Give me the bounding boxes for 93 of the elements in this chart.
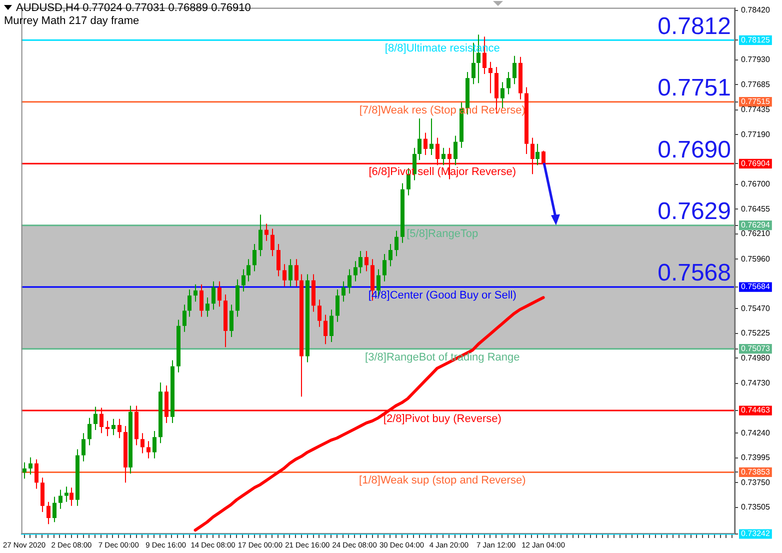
y-tick-label: 0.73853 xyxy=(741,467,770,476)
candlestick xyxy=(506,72,510,95)
y-tick-label: 0.73995 xyxy=(741,453,770,462)
y-tick-label: 0.77435 xyxy=(741,105,770,114)
chart-title: AUDUSD,H4 0.77024 0.77031 0.76889 0.76910 xyxy=(16,2,251,14)
candlestick xyxy=(34,458,38,490)
y-tick-label: 0.74980 xyxy=(741,353,770,362)
annotation: 0.7568 xyxy=(658,260,731,287)
y-tick-label: 0.75960 xyxy=(741,254,770,264)
candlestick xyxy=(194,284,198,302)
candlestick xyxy=(364,250,368,272)
candlestick xyxy=(94,406,98,431)
candlestick xyxy=(512,55,516,85)
y-tick-label: 0.73242 xyxy=(741,529,770,538)
candlestick xyxy=(424,132,428,156)
annotation: 0.7690 xyxy=(658,136,731,164)
candlestick xyxy=(70,487,74,506)
y-tick-label: 0.77190 xyxy=(741,130,770,139)
y-tick-label: 0.77515 xyxy=(741,97,770,106)
candlestick xyxy=(318,299,322,328)
ref-line-label: [1/8]Weak sup (stop and Reverse) xyxy=(359,474,526,487)
candlestick xyxy=(270,228,274,257)
candlestick xyxy=(430,118,434,156)
candlestick xyxy=(358,250,362,274)
y-tick-label: 0.75684 xyxy=(741,282,770,292)
candlestick xyxy=(22,462,26,480)
y-tick-label: 0.73505 xyxy=(741,502,770,512)
candlestick xyxy=(200,284,204,318)
y-tick-label: 0.76904 xyxy=(741,158,770,168)
candlestick xyxy=(282,264,286,287)
y-tick-label: 0.73750 xyxy=(741,478,770,487)
candlestick xyxy=(252,243,256,272)
ref-line-label: [2/8]Pivot buy (Reverse) xyxy=(383,413,502,426)
candlestick xyxy=(152,430,156,459)
candlestick xyxy=(206,297,210,318)
candlestick xyxy=(28,456,32,476)
candlestick xyxy=(112,418,116,436)
candlestick xyxy=(330,309,334,343)
candlestick xyxy=(536,143,540,166)
y-tick-label: 0.74240 xyxy=(741,428,770,438)
annotation: 0.7812 xyxy=(658,12,731,40)
candlestick xyxy=(354,260,358,282)
candlestick xyxy=(348,268,352,294)
text: Murrey Math 217 day frame xyxy=(4,15,140,28)
y-tick-label: 0.76294 xyxy=(741,220,770,230)
candlestick xyxy=(88,417,92,446)
y-tick-label: 0.77685 xyxy=(741,80,770,89)
candlestick xyxy=(212,280,216,310)
candlestick xyxy=(46,501,50,525)
candlestick xyxy=(258,214,262,257)
y-tick-label: 0.76700 xyxy=(741,179,770,188)
candlestick xyxy=(454,135,458,166)
ref-line-label: [5/8]RangeTop xyxy=(406,228,478,240)
candlestick xyxy=(488,61,492,94)
y-tick-label: 0.74463 xyxy=(741,406,770,415)
candlestick xyxy=(246,258,250,282)
candlestick xyxy=(82,432,86,462)
candlestick xyxy=(118,418,122,439)
candlestick xyxy=(394,230,398,257)
y-tick-label: 0.78420 xyxy=(741,6,770,15)
candlestick xyxy=(336,288,340,322)
y-tick-label: 0.76210 xyxy=(741,229,770,238)
candlestick xyxy=(230,304,234,338)
candlestick xyxy=(146,440,150,459)
candlestick xyxy=(140,432,144,454)
y-tick-label: 0.75073 xyxy=(741,344,770,354)
candlestick xyxy=(242,268,246,292)
candlestick xyxy=(40,477,44,512)
y-tick-label: 0.75470 xyxy=(741,304,770,313)
y-tick-label: 0.76455 xyxy=(741,204,770,214)
candlestick xyxy=(52,496,56,523)
candlestick xyxy=(382,254,386,282)
candlestick xyxy=(418,118,422,161)
candlestick xyxy=(288,258,292,287)
y-tick-label: 0.78125 xyxy=(741,35,770,44)
candlestick xyxy=(342,280,346,302)
candlestick xyxy=(276,243,280,277)
y-tick-label: 0.77930 xyxy=(741,55,770,64)
annotation: 0.7629 xyxy=(658,198,731,225)
candlestick xyxy=(294,258,298,287)
candlestick xyxy=(388,243,392,267)
annotation: 0.7751 xyxy=(658,74,731,102)
candlestick xyxy=(442,147,446,166)
y-tick-label: 0.74730 xyxy=(741,378,770,388)
candlestick xyxy=(324,314,328,345)
y-tick-label: 0.75225 xyxy=(741,328,770,338)
candlestick xyxy=(106,420,110,437)
candlestick xyxy=(264,223,268,242)
candlestick xyxy=(64,486,68,502)
candlestick xyxy=(188,288,192,318)
candlestick xyxy=(218,280,222,308)
candlestick xyxy=(182,304,186,332)
candlestick xyxy=(58,489,62,510)
